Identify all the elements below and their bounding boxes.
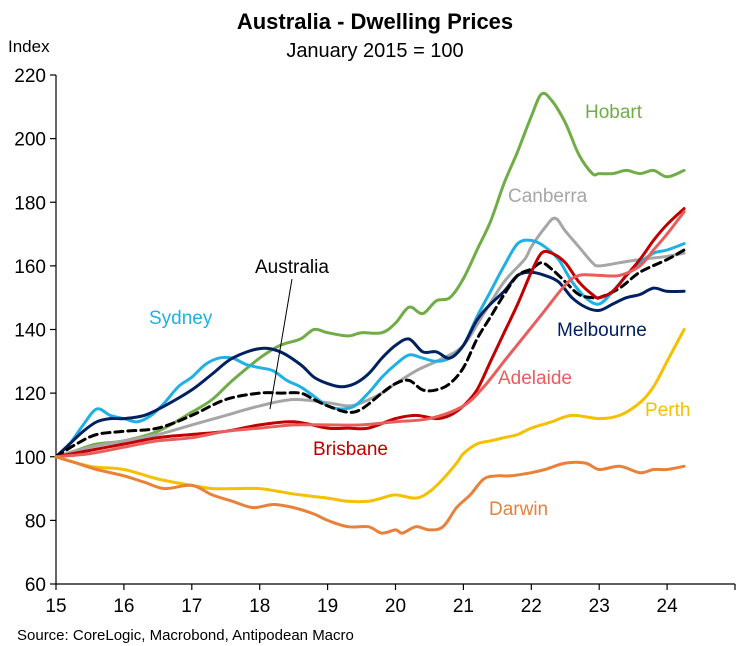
- series-label-darwin: Darwin: [489, 499, 548, 520]
- x-tick-label: 22: [521, 596, 542, 617]
- series-line-australia: [54, 248, 686, 459]
- y-tick-label: 100: [14, 448, 46, 469]
- x-tick-label: 19: [317, 596, 338, 617]
- series-line-darwin: [54, 455, 686, 535]
- x-tick-label: 16: [113, 596, 134, 617]
- y-axis-label: Index: [8, 37, 50, 56]
- series-group: [54, 91, 686, 535]
- series-label-hobart: Hobart: [585, 102, 643, 123]
- x-tick-label: 23: [589, 596, 610, 617]
- x-tick-label: 24: [657, 596, 679, 617]
- axes: 60 80 100 120 140 160 180 200 220 15 16 17 18 19 20 21 2…: [14, 66, 736, 617]
- x-tick-label: 18: [249, 596, 270, 617]
- y-tick-label: 180: [14, 193, 46, 214]
- series-line-adelaide: [54, 210, 686, 459]
- y-tick-label: 140: [14, 321, 46, 342]
- x-tick-label: 15: [45, 596, 66, 617]
- series-label-australia: Australia: [255, 257, 329, 278]
- series-label-melbourne: Melbourne: [557, 320, 647, 341]
- y-tick-label: 120: [14, 384, 46, 405]
- series-label-brisbane: Brisbane: [313, 439, 388, 460]
- y-tick-label: 60: [25, 575, 46, 596]
- x-tick-label: 17: [181, 596, 202, 617]
- labels-group: Hobart Canberra Australia Sydney Melbourne Ad…: [149, 102, 690, 520]
- chart-title: Australia - Dwelling Prices: [237, 9, 513, 34]
- australia-leader-line: [269, 278, 293, 410]
- source-note: Source: CoreLogic, Macrobond, Antipodean…: [17, 627, 354, 644]
- series-line-canberra: [54, 216, 686, 459]
- y-tick-label: 220: [14, 66, 46, 87]
- series-line-hobart: [54, 91, 686, 459]
- y-tick-label: 80: [25, 511, 46, 532]
- series-label-adelaide: Adelaide: [498, 368, 572, 389]
- series-label-canberra: Canberra: [508, 186, 588, 207]
- y-tick-label: 200: [14, 130, 46, 151]
- y-tick-label: 160: [14, 257, 46, 278]
- x-tick-label: 21: [453, 596, 474, 617]
- x-tick-label: 20: [385, 596, 406, 617]
- series-line-perth: [54, 328, 686, 504]
- series-line-melbourne: [54, 270, 686, 459]
- series-label-perth: Perth: [645, 400, 690, 421]
- chart-subtitle: January 2015 = 100: [286, 40, 463, 62]
- series-label-sydney: Sydney: [149, 308, 213, 329]
